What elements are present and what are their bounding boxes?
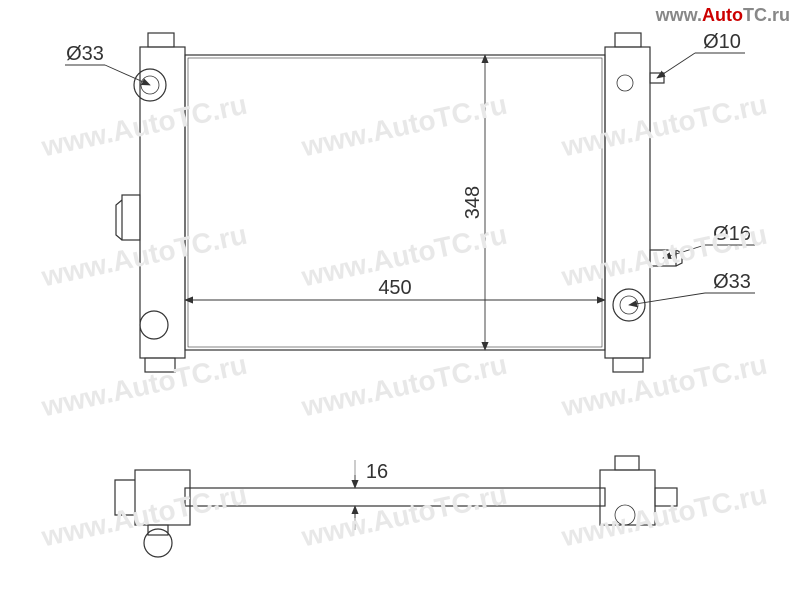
svg-text:450: 450	[378, 277, 411, 299]
svg-text:Ø33: Ø33	[66, 43, 104, 65]
svg-text:16: 16	[366, 461, 388, 483]
svg-text:Ø16: Ø16	[713, 223, 751, 245]
technical-drawing: 450 348 Ø33 Ø10 Ø16 Ø33 16	[0, 0, 800, 600]
svg-text:Ø10: Ø10	[703, 31, 741, 53]
radiator-top-view	[115, 456, 677, 557]
svg-text:Ø33: Ø33	[713, 271, 751, 293]
radiator-front-view	[116, 33, 682, 372]
site-logo: www.AutoTC.ru	[656, 5, 790, 26]
dimension-lines: 450 348 Ø33 Ø10 Ø16 Ø33 16	[65, 31, 755, 530]
svg-text:348: 348	[462, 186, 484, 219]
